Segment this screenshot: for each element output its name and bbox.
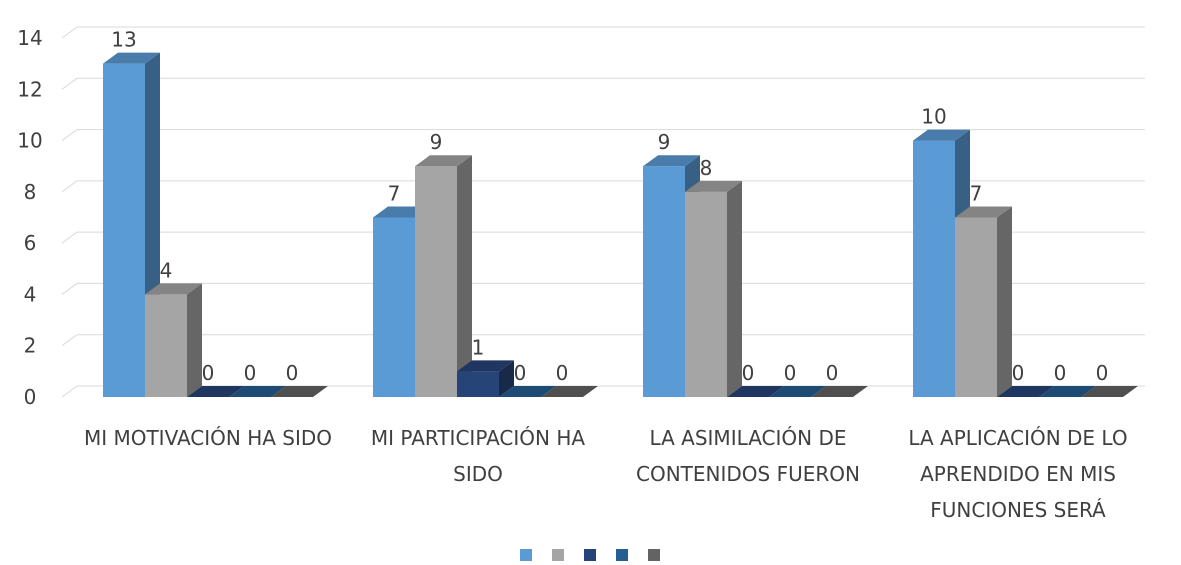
bar-side — [499, 360, 514, 397]
y-tick-label: 14 — [17, 26, 42, 50]
data-label: 7 — [388, 182, 401, 206]
data-label: 0 — [556, 361, 569, 385]
legend-swatch — [520, 549, 532, 561]
bar-top — [229, 386, 286, 397]
x-tick-label: LA APLICACIÓN DE LO APRENDIDO EN MIS FUN… — [908, 426, 1128, 522]
grid-line — [61, 282, 1145, 295]
legend-swatch — [648, 549, 660, 561]
bar-top — [145, 283, 202, 295]
bar-top — [997, 386, 1054, 397]
data-label: 0 — [742, 361, 755, 385]
bar-side — [727, 180, 742, 397]
grid-line — [61, 129, 1145, 141]
bar-top — [187, 386, 244, 397]
bar-top — [271, 386, 328, 397]
bar-side — [457, 155, 472, 397]
data-label: 9 — [658, 130, 671, 154]
legend-swatch — [616, 549, 628, 561]
data-label: 9 — [430, 130, 443, 154]
bar-top — [415, 155, 472, 167]
data-label: 0 — [826, 361, 839, 385]
bar — [685, 191, 727, 397]
data-label: 0 — [202, 361, 215, 385]
data-label: 0 — [286, 361, 299, 385]
data-label: 8 — [700, 156, 713, 180]
data-label: 10 — [921, 105, 946, 129]
y-tick-label: 0 — [24, 385, 37, 409]
legend-swatch — [552, 549, 564, 561]
grid-line — [61, 180, 1145, 193]
y-tick-label: 4 — [24, 282, 37, 306]
y-tick-label: 8 — [24, 180, 37, 204]
data-label: 0 — [1096, 361, 1109, 385]
data-label: 0 — [1012, 361, 1025, 385]
x-tick-label: MI MOTIVACIÓN HA SIDO — [83, 426, 333, 450]
y-tick-label: 10 — [17, 129, 42, 153]
x-tick-label: MI PARTICIPACIÓN HA SIDO — [370, 426, 586, 486]
bar — [955, 217, 997, 397]
y-tick-label: 2 — [24, 334, 37, 358]
data-label: 4 — [160, 258, 173, 282]
bar-side — [997, 206, 1012, 397]
data-label: 0 — [244, 361, 257, 385]
bar-top — [727, 386, 784, 397]
grid-line — [61, 77, 1145, 90]
bar — [415, 166, 457, 397]
bar — [643, 166, 685, 397]
y-tick-label: 6 — [24, 231, 37, 255]
bar-top — [811, 386, 868, 397]
bar-top — [499, 386, 556, 397]
bar — [913, 140, 955, 398]
bar — [373, 217, 415, 397]
bar-top — [103, 52, 160, 64]
bar — [457, 371, 499, 397]
data-label: 1 — [472, 335, 485, 359]
bar-top — [955, 206, 1012, 218]
data-label: 0 — [1054, 361, 1067, 385]
legend-swatch — [584, 549, 596, 561]
bar-side — [187, 283, 202, 397]
bar-top — [685, 180, 742, 192]
data-label: 13 — [111, 28, 136, 52]
grid-line — [61, 334, 1145, 347]
bar — [145, 294, 187, 397]
bar-top — [913, 129, 970, 141]
bar-top — [457, 360, 514, 372]
y-tick-label: 12 — [17, 77, 42, 101]
bar-top — [769, 386, 826, 397]
bar — [103, 63, 145, 398]
data-label: 7 — [970, 182, 983, 206]
grid-line — [61, 26, 1145, 39]
bar-top — [1039, 386, 1096, 397]
grid-line — [61, 231, 1145, 244]
bar-top — [541, 386, 598, 397]
x-tick-label: LA ASIMILACIÓN DE CONTENIDOS FUERON — [636, 426, 860, 486]
data-label: 0 — [514, 361, 527, 385]
bar-top — [1081, 386, 1138, 397]
data-label: 0 — [784, 361, 797, 385]
bar-top — [643, 155, 700, 167]
